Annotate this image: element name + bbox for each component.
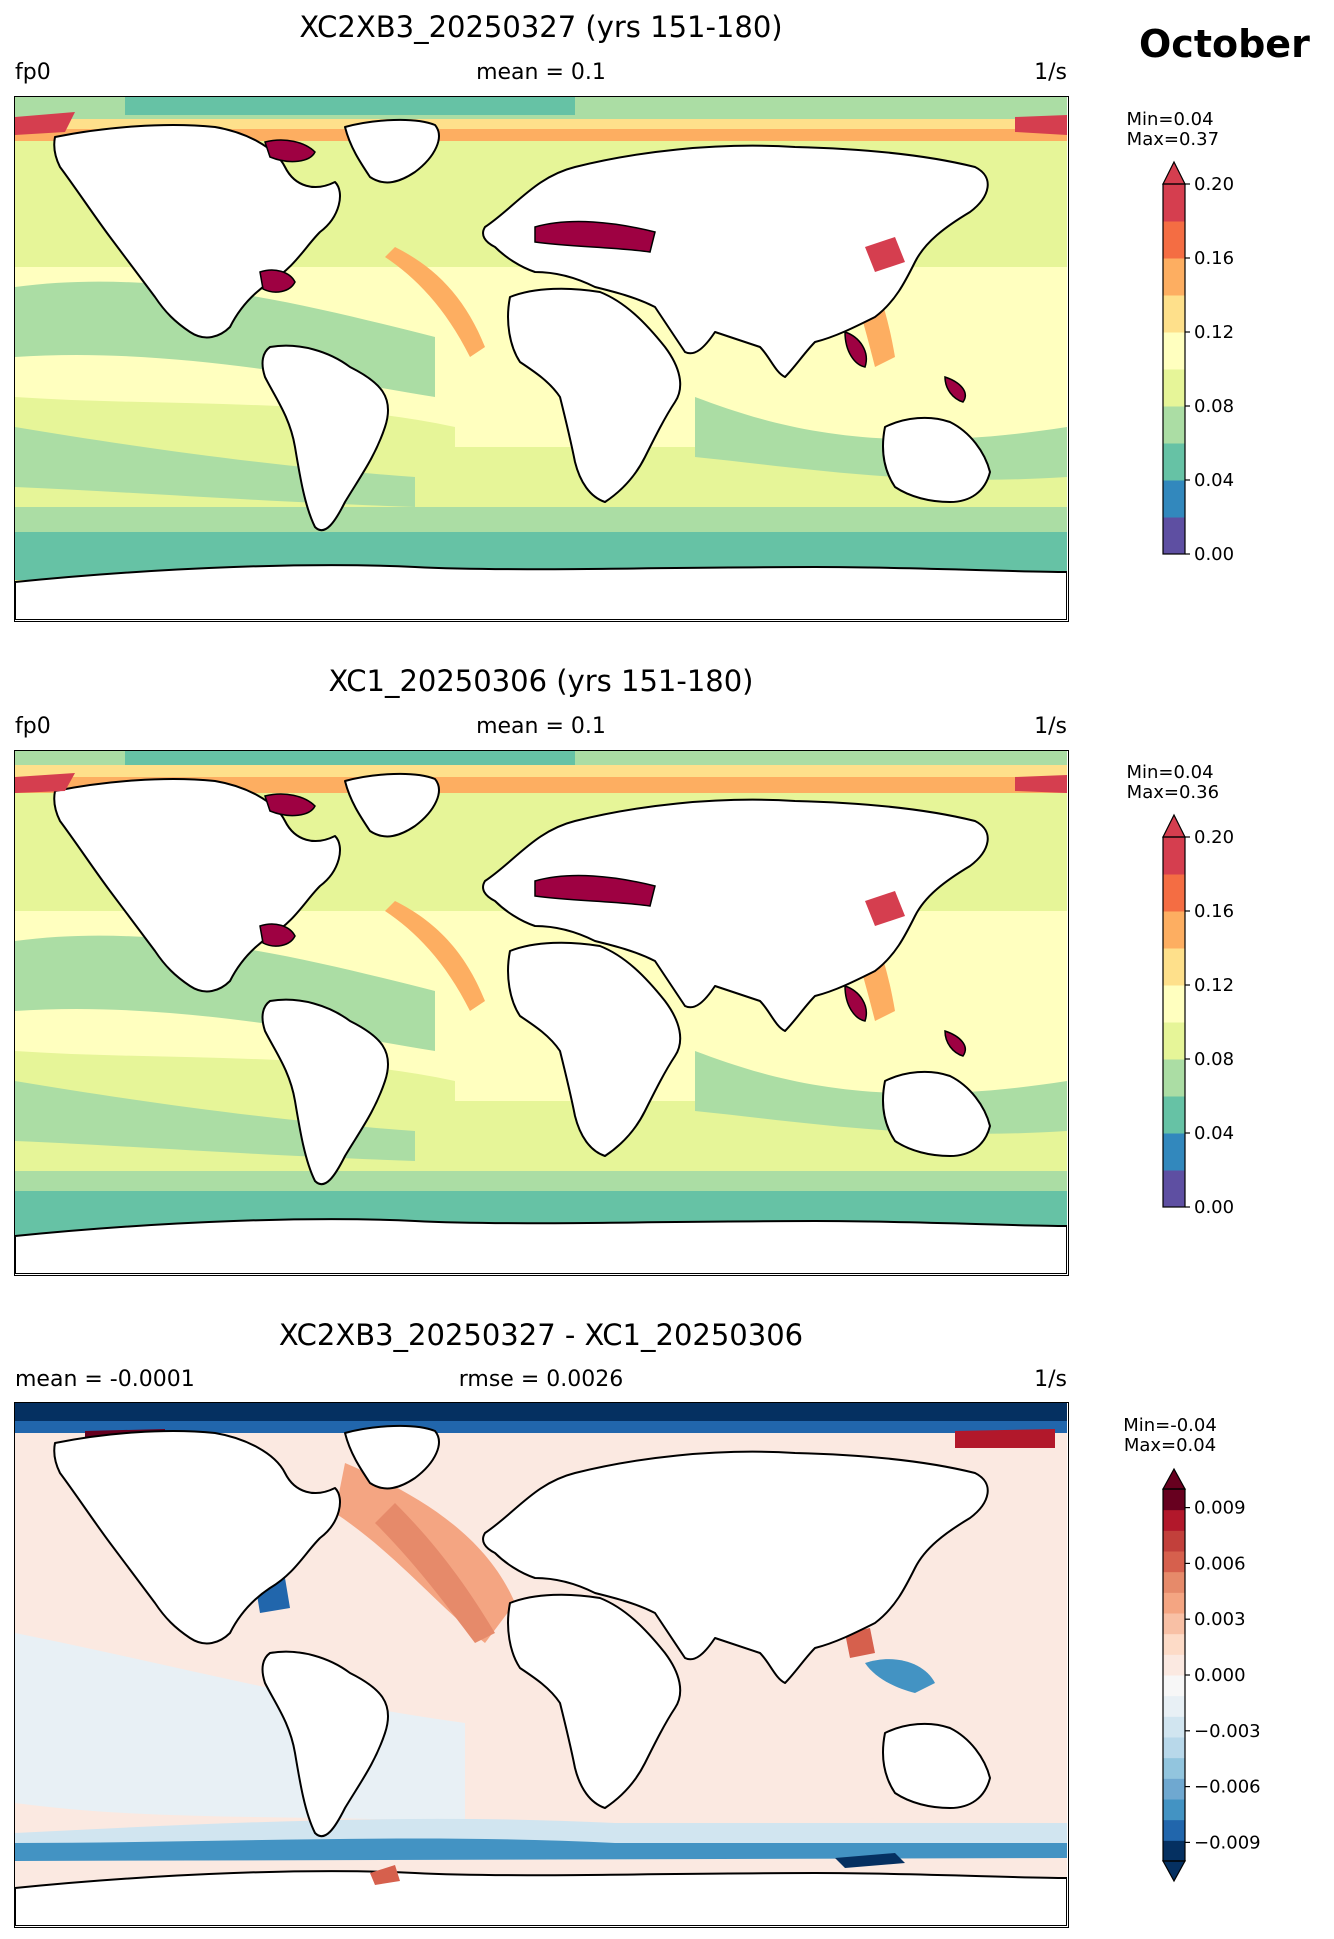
panel-1-variable-label: fp0 — [15, 60, 51, 85]
colorbar-bin — [1163, 1675, 1185, 1697]
colorbar-tick-label: 0.00 — [1194, 1197, 1234, 1218]
panel-3-map — [14, 1402, 1069, 1928]
colorbar-bin — [1163, 911, 1185, 949]
colorbar-bin — [1163, 1170, 1185, 1208]
colorbar-bin — [1163, 1757, 1185, 1779]
colorbar-frame — [1162, 183, 1186, 555]
panel-2-minmax-label: Min=0.04 Max=0.36 — [1126, 762, 1220, 803]
colorbar-bin — [1163, 1633, 1185, 1655]
colorbar-bin — [1163, 1654, 1185, 1676]
panel-2-colorbar: 0.00 0.04 0.08 0.12 0.16 0.20 — [1160, 813, 1270, 1223]
colorbar-tick-label: 0.04 — [1194, 470, 1234, 491]
panel-3-colorbar-svg: 0.009 0.006 0.003 0.000 −0.003 −0.006 −0.009 — [1161, 1467, 1261, 1883]
colorbar-bin — [1163, 332, 1185, 370]
panel-3-rmse-label: rmse = 0.0026 — [458, 1367, 624, 1392]
colorbar-bin — [1163, 1059, 1185, 1097]
colorbar-bin — [1163, 985, 1185, 1023]
colorbar-tick-label: 0.009 — [1194, 1498, 1246, 1519]
colorbar-bin — [1163, 1716, 1185, 1738]
colorbar-frame — [1162, 836, 1186, 1208]
colorbar-tick-label: 0.12 — [1194, 322, 1234, 343]
panel-3-mean-label: mean = -0.0001 — [15, 1367, 195, 1392]
panel-2-map — [14, 750, 1069, 1276]
colorbar-tick-label: 0.16 — [1194, 248, 1234, 269]
colorbar-tick-label: 0.006 — [1194, 1553, 1246, 1574]
colorbar-tick-label: 0.003 — [1194, 1609, 1246, 1630]
colorbar-bin — [1163, 1799, 1185, 1821]
colorbar-tick-label: 0.08 — [1194, 1049, 1234, 1070]
panel-1-mean-label: mean = 0.1 — [476, 60, 606, 85]
colorbar-bin — [1163, 1530, 1185, 1552]
panel-2-title: XC1_20250306 (yrs 151-180) — [328, 664, 754, 698]
colorbar-bin — [1163, 874, 1185, 912]
colorbar-bin — [1163, 1613, 1185, 1635]
panel-1-units-label: 1/s — [1034, 60, 1067, 85]
colorbar-tick-label: 0.08 — [1194, 396, 1234, 417]
colorbar-bin — [1163, 184, 1185, 222]
colorbar-bin — [1163, 295, 1185, 333]
panel-2-mean-label: mean = 0.1 — [476, 714, 606, 739]
colorbar-extend-max — [1161, 1467, 1187, 1490]
panel-3-colorbar: 0.009 0.006 0.003 0.000 −0.003 −0.006 −0.009 — [1160, 1465, 1270, 1885]
colorbar-bin — [1163, 1778, 1185, 1800]
panel-3-units-label: 1/s — [1034, 1367, 1067, 1392]
colorbar-tick-label: −0.009 — [1194, 1832, 1261, 1853]
panel-1-title: XC2XB3_20250327 (yrs 151-180) — [299, 10, 783, 44]
colorbar-bin — [1163, 1695, 1185, 1717]
colorbar-bin — [1163, 1509, 1185, 1531]
colorbar-bin — [1163, 1571, 1185, 1593]
colorbar-bin — [1163, 1819, 1185, 1841]
colorbar-extend-max — [1162, 813, 1186, 838]
colorbar-tick-label: 0.16 — [1194, 901, 1234, 922]
colorbar-bin — [1163, 1737, 1185, 1759]
colorbar-bin — [1163, 1840, 1185, 1862]
colorbar-bin — [1163, 258, 1185, 296]
colorbar-tick-label: 0.20 — [1194, 174, 1234, 195]
colorbar-bin — [1163, 1096, 1185, 1134]
colorbar-bin — [1163, 837, 1185, 875]
colorbar-tick-label: 0.000 — [1194, 1665, 1246, 1686]
panel-3-title: XC2XB3_20250327 - XC1_20250306 — [278, 1318, 804, 1352]
month-label: October — [1139, 22, 1310, 66]
panel-1-map — [14, 96, 1069, 622]
colorbar-bin — [1163, 1551, 1185, 1573]
colorbar-tick-label: 0.00 — [1194, 544, 1234, 565]
colorbar-bin — [1163, 517, 1185, 555]
colorbar-bin — [1163, 1489, 1185, 1511]
panel-1-colorbar-svg: 0.00 0.04 0.08 0.12 0.16 0.20 — [1162, 160, 1234, 565]
panel-1-colorbar: 0.00 0.04 0.08 0.12 0.16 0.20 — [1160, 160, 1270, 570]
colorbar-extend-max — [1162, 160, 1186, 185]
colorbar-bin — [1163, 1133, 1185, 1171]
panel-2-units-label: 1/s — [1034, 714, 1067, 739]
colorbar-bin — [1163, 1592, 1185, 1614]
panel-2-variable-label: fp0 — [15, 714, 51, 739]
colorbar-bin — [1163, 1022, 1185, 1060]
colorbar-bin — [1163, 369, 1185, 407]
colorbar-tick-label: −0.003 — [1194, 1721, 1261, 1742]
colorbar-bin — [1163, 406, 1185, 444]
colorbar-extend-min — [1161, 1860, 1187, 1883]
colorbar-bin — [1163, 948, 1185, 986]
colorbar-bin — [1163, 480, 1185, 518]
panel-1-minmax-label: Min=0.04 Max=0.37 — [1126, 109, 1220, 150]
colorbar-tick-label: 0.20 — [1194, 827, 1234, 848]
colorbar-tick-label: 0.04 — [1194, 1123, 1234, 1144]
panel-2-colorbar-svg: 0.00 0.04 0.08 0.12 0.16 0.20 — [1162, 813, 1234, 1218]
colorbar-bin — [1163, 221, 1185, 259]
colorbar-tick-label: −0.006 — [1194, 1777, 1261, 1798]
panel-3-minmax-label: Min=-0.04 Max=0.04 — [1123, 1415, 1217, 1456]
colorbar-bin — [1163, 443, 1185, 481]
colorbar-tick-label: 0.12 — [1194, 975, 1234, 996]
